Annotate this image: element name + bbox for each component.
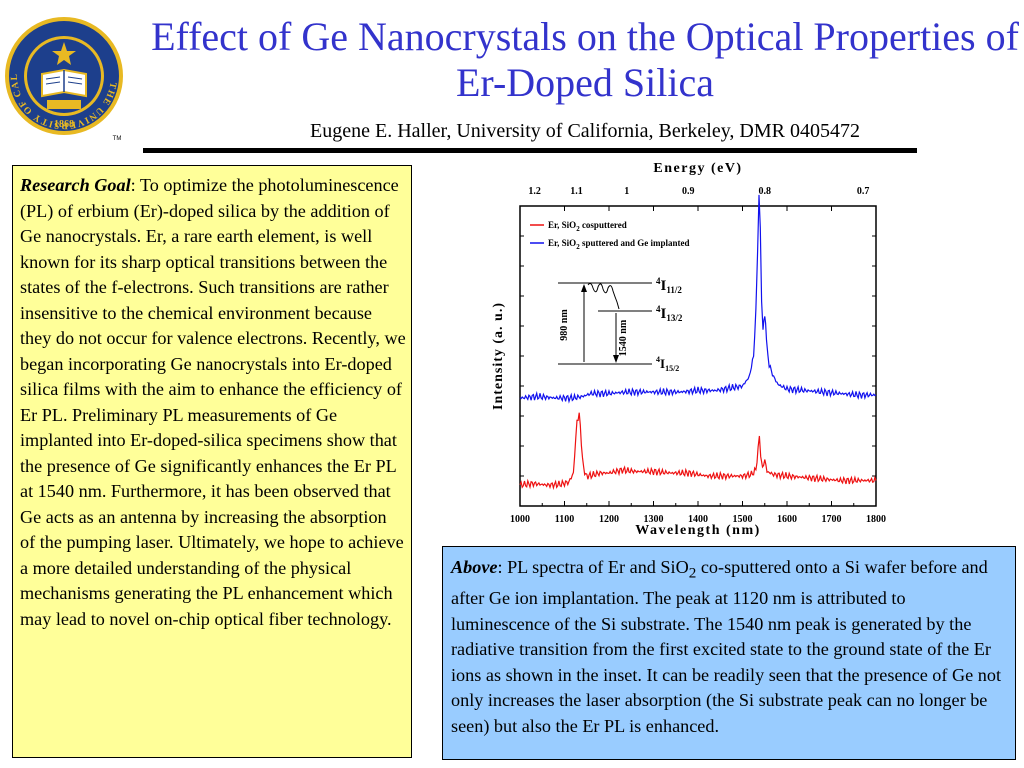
data-series	[519, 194, 877, 491]
x-tick-label: 1800	[866, 514, 886, 525]
x-tick-label: 1400	[688, 514, 708, 525]
top-tick-label: 1	[624, 186, 629, 197]
top-tick-label: 0.9	[682, 186, 695, 197]
x-tick-label: 1500	[733, 514, 753, 525]
x-tick-label: 1300	[644, 514, 664, 525]
research-goal-heading: Research Goal	[20, 175, 131, 195]
top-tick-label: 1.1	[570, 186, 583, 197]
page-title: Effect of Ge Nanocrystals on the Optical…	[151, 14, 1019, 105]
caption-text-2: co-sputtered onto a Si wafer before and …	[451, 557, 1002, 736]
title-divider	[143, 148, 917, 153]
chart-legend: Er, SiO2 cosputtered Er, SiO2 sputtered …	[530, 220, 690, 251]
x-tick-label: 1600	[777, 514, 797, 525]
legend-label-red: Er, SiO2 cosputtered	[548, 220, 627, 233]
research-goal-text: : To optimize the photoluminescence (PL)…	[20, 175, 406, 629]
caption-subscript: 2	[688, 564, 697, 582]
x-tick-label: 1700	[822, 514, 842, 525]
level-label-2: 4I13/2	[656, 304, 683, 323]
research-goal-box: Research Goal: To optimize the photolumi…	[12, 165, 412, 758]
plot-frame	[519, 205, 877, 507]
figure-caption-box: Above: PL spectra of Er and SiO2 co-sput…	[442, 546, 1016, 760]
top-tick-label: 1.2	[528, 186, 541, 197]
author-line: Eugene E. Haller, University of Californ…	[310, 120, 860, 142]
y-axis-label: Intensity (a. u.)	[491, 302, 506, 410]
level-label-3: 4I15/2	[656, 355, 679, 373]
seal-tm: TM	[113, 136, 122, 142]
x-tick-label: 1000	[510, 514, 530, 525]
series-line-red	[519, 412, 877, 491]
energy-level-inset: 980 nm 1540 nm 4I11/2 4I13/2 4I15/2	[558, 276, 683, 373]
top-tick-label: 0.7	[857, 186, 870, 197]
chart-svg: Energy (eV) Wavelength (nm) Intensity (a…	[491, 161, 886, 538]
seal-year: 1868	[54, 119, 74, 130]
caption-text-1: : PL spectra of Er and SiO	[497, 557, 689, 577]
legend-label-blue: Er, SiO2 sputtered and Ge implanted	[548, 238, 690, 251]
series-line-blue	[519, 194, 877, 404]
uc-berkeley-seal: THE UNIVERSITY OF CALIFORNIA • BERKELEY …	[0, 9, 124, 142]
top-axis-label: Energy (eV)	[653, 161, 742, 176]
caption-lead: Above	[451, 557, 498, 577]
x-tick-label: 1200	[599, 514, 619, 525]
arrow-down-head	[613, 355, 619, 363]
arrow-down-label: 1540 nm	[618, 319, 629, 356]
arrow-up-head	[581, 284, 587, 292]
relaxation-squiggle	[587, 283, 620, 310]
arrow-up-label: 980 nm	[559, 309, 570, 341]
x-tick-label: 1100	[555, 514, 574, 525]
top-tick-label: 0.8	[759, 186, 772, 197]
axis-ticks: 1000 1100 1200 1300 1400 1500 1600 1700 1800 1.2 1…	[510, 186, 886, 525]
level-label-1: 4I11/2	[656, 276, 682, 295]
pl-spectra-chart: Energy (eV) Wavelength (nm) Intensity (a…	[480, 150, 900, 540]
seal-star-icon	[52, 42, 76, 65]
x-axis-label: Wavelength (nm)	[635, 523, 761, 538]
